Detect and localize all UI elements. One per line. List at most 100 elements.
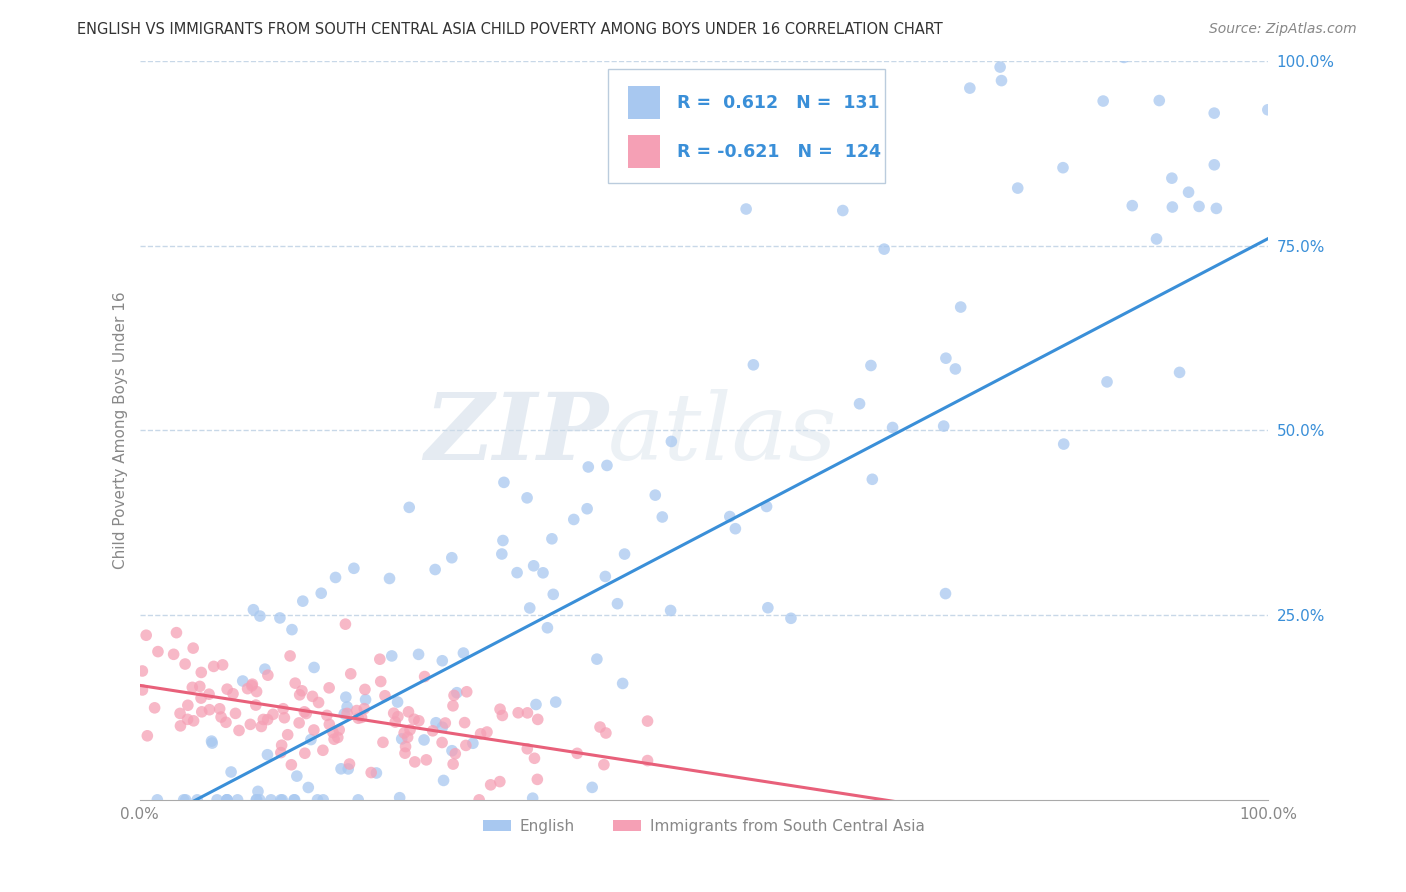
Point [381, 648, 404, 663]
Point [491, 708, 513, 723]
Point [188, 680, 211, 694]
Point [343, 561, 366, 575]
Point [299, 732, 322, 747]
Point [1204, 106, 1226, 120]
Point [882, 420, 904, 434]
Point [202, 659, 225, 673]
Point [146, 793, 169, 807]
Point [260, 793, 283, 807]
Point [271, 702, 294, 716]
Point [408, 648, 430, 662]
Point [644, 488, 666, 502]
Point [318, 717, 340, 731]
Point [208, 702, 231, 716]
Point [523, 751, 546, 765]
Point [1052, 161, 1074, 175]
Point [256, 747, 278, 762]
Point [461, 736, 484, 750]
Point [312, 793, 335, 807]
Point [190, 665, 212, 680]
Point [162, 648, 184, 662]
Point [516, 491, 538, 505]
Point [200, 734, 222, 748]
Point [492, 533, 515, 548]
Point [174, 793, 197, 807]
Point [371, 735, 394, 749]
Point [262, 707, 284, 722]
Y-axis label: Child Poverty Among Boys Under 16: Child Poverty Among Boys Under 16 [114, 292, 128, 569]
Point [301, 690, 323, 704]
Point [181, 681, 204, 695]
Point [526, 772, 548, 787]
Point [360, 765, 382, 780]
Point [325, 570, 347, 584]
Point [169, 719, 191, 733]
Text: R =  0.612   N =  131: R = 0.612 N = 131 [676, 94, 880, 112]
Point [394, 739, 416, 754]
Point [245, 793, 267, 807]
Point [271, 793, 294, 807]
Point [312, 743, 335, 757]
Point [488, 774, 510, 789]
Point [339, 757, 361, 772]
Point [935, 351, 957, 366]
Point [1161, 200, 1184, 214]
Point [508, 706, 530, 720]
Point [1257, 103, 1279, 117]
Point [1092, 94, 1115, 108]
Point [446, 686, 468, 700]
Point [374, 689, 396, 703]
Point [848, 397, 870, 411]
Point [335, 617, 357, 632]
Point [780, 611, 803, 625]
Point [860, 472, 883, 486]
Point [278, 648, 301, 663]
Point [219, 764, 242, 779]
Point [322, 725, 344, 739]
Point [637, 714, 659, 728]
Point [333, 706, 356, 721]
Point [945, 362, 967, 376]
Point [270, 746, 292, 760]
Point [440, 550, 463, 565]
Point [606, 597, 628, 611]
Point [224, 706, 246, 721]
Point [330, 762, 353, 776]
Point [516, 706, 538, 720]
Point [280, 757, 302, 772]
Point [143, 701, 166, 715]
Point [589, 720, 612, 734]
Point [354, 692, 377, 706]
Point [873, 242, 896, 256]
Point [297, 780, 319, 795]
Point [735, 202, 758, 216]
Point [190, 705, 212, 719]
Point [347, 793, 370, 807]
Point [245, 698, 267, 712]
Point [236, 681, 259, 696]
Point [1204, 158, 1226, 172]
Point [378, 572, 401, 586]
Point [146, 645, 169, 659]
Point [309, 586, 332, 600]
Point [934, 586, 956, 600]
Point [425, 715, 447, 730]
Point [637, 754, 659, 768]
Point [252, 713, 274, 727]
Point [394, 746, 416, 760]
Point [1095, 375, 1118, 389]
Point [398, 500, 420, 515]
Point [273, 711, 295, 725]
Point [434, 716, 457, 731]
Point [294, 746, 316, 760]
Point [205, 793, 228, 807]
Point [190, 691, 212, 706]
Legend: English, Immigrants from South Central Asia: English, Immigrants from South Central A… [477, 813, 931, 840]
Point [215, 793, 238, 807]
FancyBboxPatch shape [628, 86, 659, 119]
Point [387, 709, 409, 723]
Point [586, 652, 609, 666]
Point [368, 652, 391, 666]
Text: atlas: atlas [607, 389, 838, 479]
Point [354, 682, 377, 697]
